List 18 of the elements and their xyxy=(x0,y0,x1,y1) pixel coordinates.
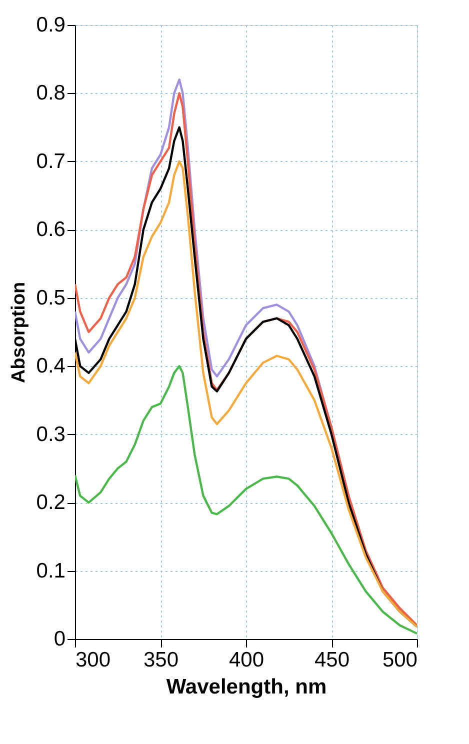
line-series xyxy=(75,365,417,635)
x-axis-title: Wavelength, nm xyxy=(166,676,327,698)
y-axis-title: Absorption xyxy=(8,282,30,384)
y-tick-label: 0.8 xyxy=(36,82,66,105)
y-tick-label: 0.7 xyxy=(36,150,66,173)
y-tick-label: 0 xyxy=(54,628,66,650)
y-tick-label: 0.6 xyxy=(36,218,66,242)
y-tick-label: 0.3 xyxy=(36,422,66,446)
x-tick-label: 300 xyxy=(76,648,111,672)
x-tick-label: 450 xyxy=(314,648,350,672)
y-tick-label: 0.4 xyxy=(36,354,66,378)
y-tick-label: 0.9 xyxy=(36,14,66,36)
x-tick-label: 350 xyxy=(143,648,179,672)
y-tick-label: 0.5 xyxy=(36,286,66,310)
y-tick-label: 0.1 xyxy=(36,559,66,582)
x-tick-label: 400 xyxy=(228,648,264,672)
x-tick-label: 500 xyxy=(382,648,418,672)
y-tick-label: 0.2 xyxy=(36,491,66,514)
